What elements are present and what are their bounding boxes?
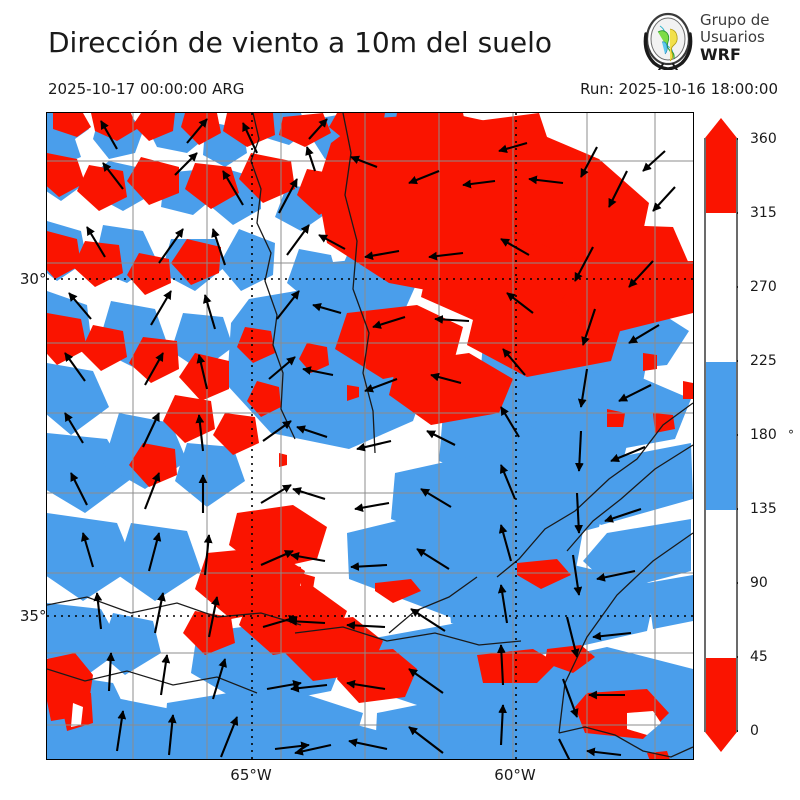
country-borders <box>47 113 693 758</box>
logo-line-1: Grupo de <box>700 11 770 29</box>
logo-text-block: Grupo de Usuarios WRF <box>700 11 792 64</box>
colorbar-gradient <box>704 118 738 752</box>
cbar-tick-45: 45 <box>750 649 768 665</box>
cbar-tick-180: 180 <box>750 427 777 443</box>
run-time-label: Run: 2025-10-16 18:00:00 <box>580 80 778 98</box>
weather-map[interactable] <box>46 112 694 760</box>
latlon-gridlines <box>47 113 693 759</box>
colorbar-units-label: ° <box>788 428 794 442</box>
lon-tick-60w: 60°W <box>494 766 536 784</box>
wind-direction-field <box>47 113 693 759</box>
cbar-tick-135: 135 <box>750 501 777 517</box>
cbar-tick-315: 315 <box>750 205 777 221</box>
logo-line-2: Usuarios <box>700 28 765 46</box>
lon-tick-65w: 65°W <box>230 766 272 784</box>
cbar-tick-270: 270 <box>750 279 777 295</box>
cbar-tick-225: 225 <box>750 353 777 369</box>
globe-seal-icon <box>643 12 693 70</box>
valid-time-label: 2025-10-17 00:00:00 ARG <box>48 80 245 98</box>
colorbar[interactable]: 360 315 270 225 180 135 90 45 0 ° <box>704 118 794 752</box>
logo-line-3: WRF <box>700 45 741 64</box>
cbar-tick-360: 360 <box>750 131 777 147</box>
cbar-tick-90: 90 <box>750 575 768 591</box>
page-title: Dirección de viento a 10m del suelo <box>48 26 553 59</box>
wrf-user-group-logo: Grupo de Usuarios WRF <box>640 12 790 70</box>
cbar-tick-0: 0 <box>750 723 759 739</box>
wind-arrow-layer <box>64 118 676 759</box>
